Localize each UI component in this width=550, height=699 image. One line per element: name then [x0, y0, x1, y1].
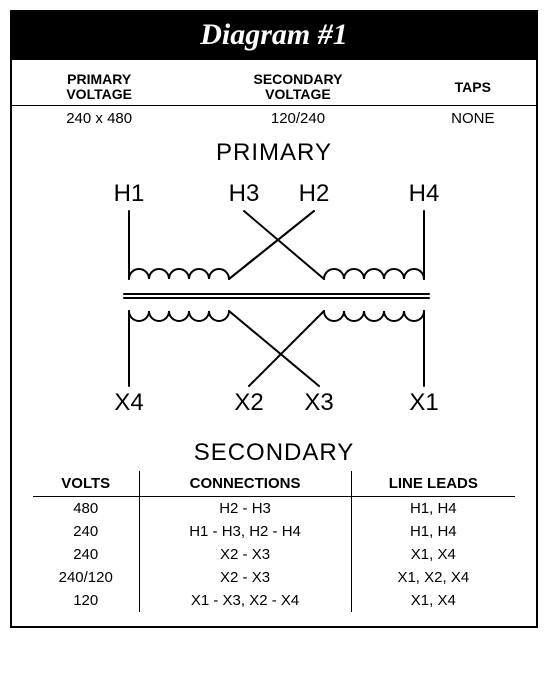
table-row: 240X2 - X3X1, X4	[33, 543, 515, 566]
connections-table: VOLTS CONNECTIONS LINE LEADS 480H2 - H3H…	[33, 471, 515, 612]
cell-connections: X2 - X3	[139, 543, 351, 566]
table-row: 240H1 - H3, H2 - H4H1, H4	[33, 520, 515, 543]
cell-volts: 240	[33, 520, 139, 543]
svg-text:X2: X2	[234, 389, 263, 416]
transformer-schematic: H1 H3 H2 H4 X4 X2 X3 X1	[74, 171, 474, 431]
table-row: 480H2 - H3H1, H4	[33, 496, 515, 520]
svg-text:X4: X4	[114, 389, 143, 416]
secondary-voltage-label: SECONDARY VOLTAGE	[186, 70, 409, 105]
cell-connections: X1 - X3, X2 - X4	[139, 589, 351, 612]
primary-voltage-value: 240 x 480	[12, 105, 186, 131]
svg-text:H1: H1	[114, 180, 145, 207]
col-connections-header: CONNECTIONS	[139, 471, 351, 497]
svg-text:H3: H3	[229, 180, 260, 207]
cell-leads: H1, H4	[351, 496, 515, 520]
svg-text:H4: H4	[409, 180, 440, 207]
diagram-title: Diagram #1	[12, 12, 536, 60]
cell-volts: 120	[33, 589, 139, 612]
col-leads-header: LINE LEADS	[351, 471, 515, 497]
cell-leads: X1, X2, X4	[351, 566, 515, 589]
table-row: 120X1 - X3, X2 - X4X1, X4	[33, 589, 515, 612]
voltage-header-table: PRIMARY VOLTAGE SECONDARY VOLTAGE TAPS 2…	[12, 70, 536, 131]
cell-connections: H1 - H3, H2 - H4	[139, 520, 351, 543]
table-row: 240/120X2 - X3X1, X2, X4	[33, 566, 515, 589]
diagram-card: Diagram #1 PRIMARY VOLTAGE SECONDARY VOL…	[10, 10, 538, 628]
primary-voltage-label: PRIMARY VOLTAGE	[12, 70, 186, 105]
secondary-voltage-value: 120/240	[186, 105, 409, 131]
cell-leads: X1, X4	[351, 589, 515, 612]
secondary-section-label: SECONDARY	[12, 439, 536, 467]
col-volts-header: VOLTS	[33, 471, 139, 497]
cell-volts: 240/120	[33, 566, 139, 589]
cell-leads: H1, H4	[351, 520, 515, 543]
cell-connections: H2 - H3	[139, 496, 351, 520]
svg-text:X3: X3	[304, 389, 333, 416]
cell-connections: X2 - X3	[139, 566, 351, 589]
taps-label: TAPS	[410, 70, 536, 105]
svg-text:H2: H2	[299, 180, 330, 207]
primary-section-label: PRIMARY	[12, 139, 536, 167]
svg-text:X1: X1	[409, 389, 438, 416]
taps-value: NONE	[410, 105, 536, 131]
cell-volts: 480	[33, 496, 139, 520]
cell-leads: X1, X4	[351, 543, 515, 566]
cell-volts: 240	[33, 543, 139, 566]
